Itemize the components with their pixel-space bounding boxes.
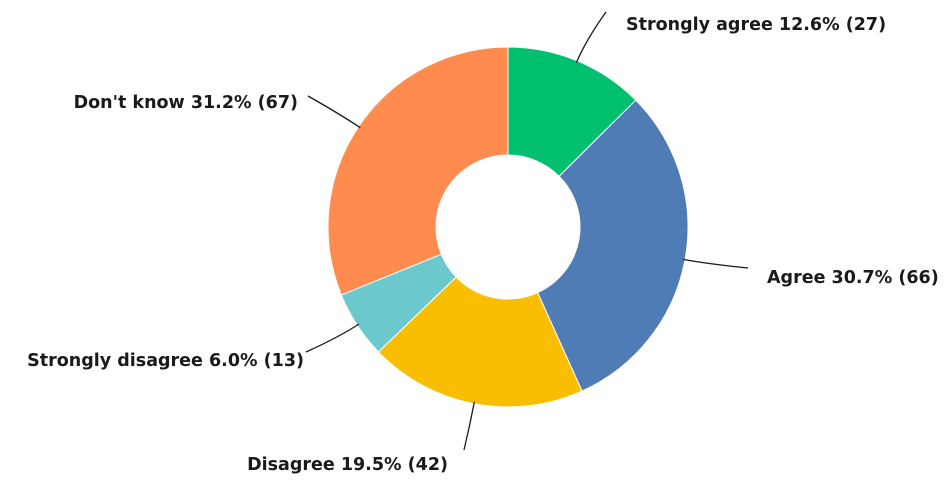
- leader-line-disagree: [463, 401, 476, 451]
- leader-line-strongly-agree: [575, 11, 607, 63]
- slice-label-dont-know: Don't know 31.2% (67): [74, 93, 298, 113]
- leader-line-strongly-disagree: [305, 323, 360, 353]
- donut-slices: [327, 46, 689, 408]
- leader-lines: [305, 11, 749, 451]
- slice-label-strongly-disagree: Strongly disagree 6.0% (13): [27, 351, 304, 371]
- leader-line-don-t-know: [307, 95, 361, 129]
- slice-label-disagree: Disagree 19.5% (42): [247, 455, 448, 475]
- slice-don-t-know: [327, 46, 509, 296]
- slice-agree: [536, 99, 689, 392]
- slice-label-strongly-agree: Strongly agree 12.6% (27): [626, 15, 886, 35]
- leader-line-agree: [682, 258, 749, 269]
- slice-disagree: [377, 276, 583, 408]
- slice-label-agree: Agree 30.7% (66): [767, 268, 939, 288]
